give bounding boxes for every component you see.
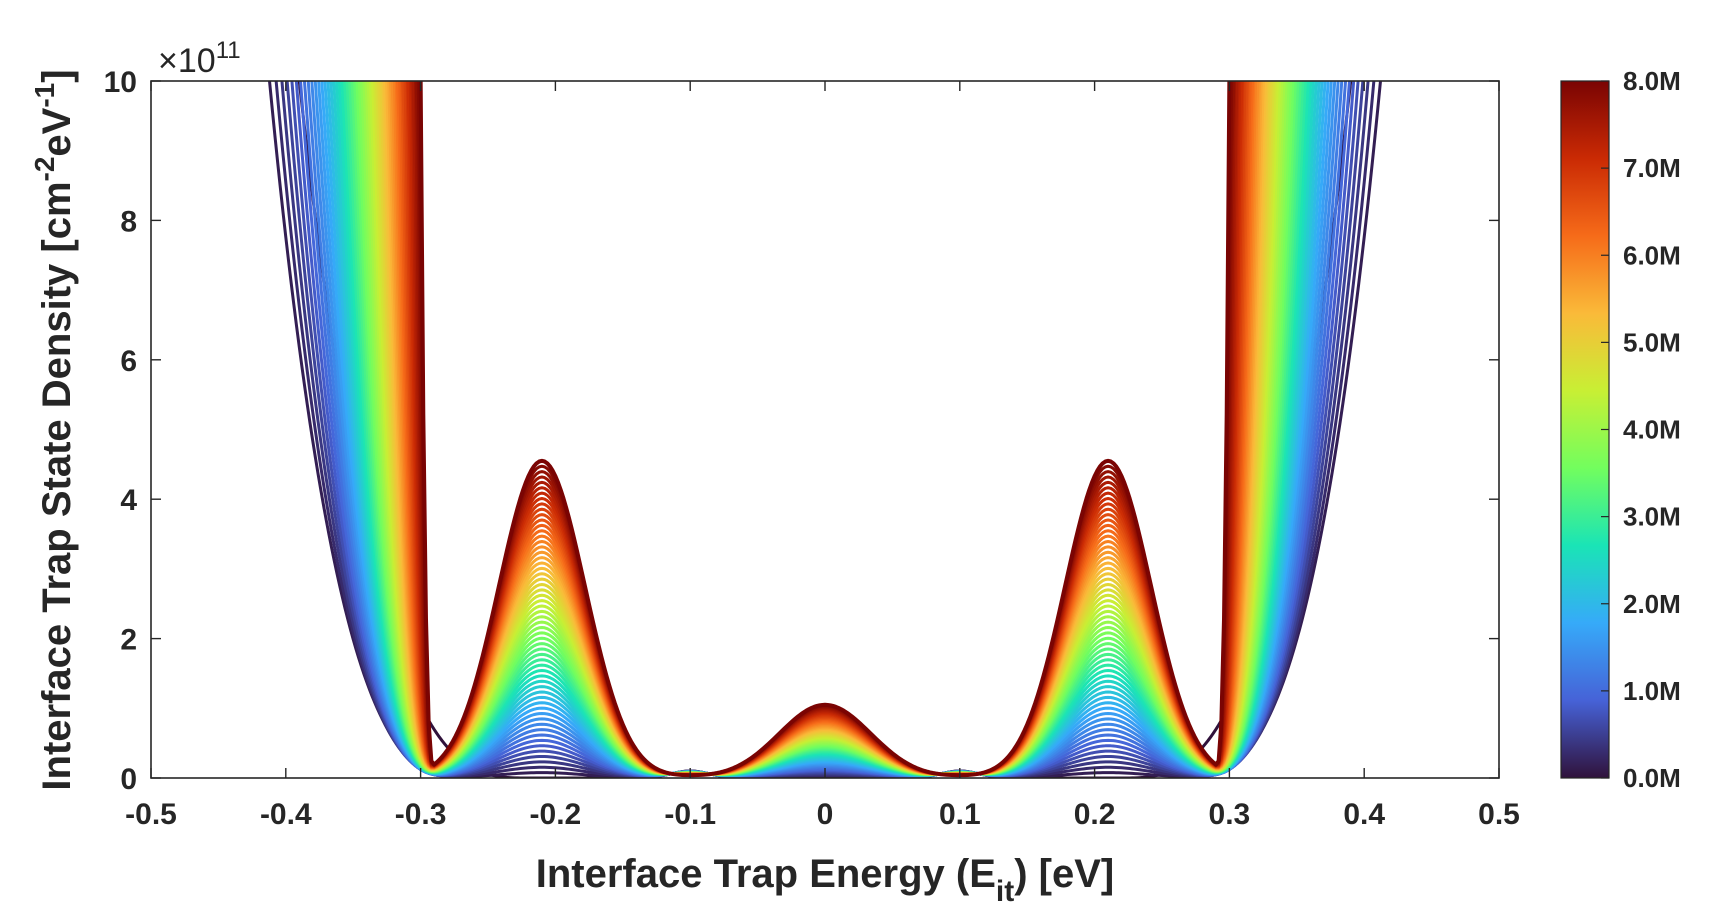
colorbar-tick-label: 8.0M (1623, 66, 1681, 96)
x-tick-label: -0.1 (664, 798, 716, 831)
colorbar-tick-label: 1.0M (1623, 676, 1681, 706)
colorbar-tick-label: 3.0M (1623, 502, 1681, 532)
colorbar-tick-label: 2.0M (1623, 589, 1681, 619)
x-tick-label: 0.1 (939, 798, 981, 831)
y-axis-title: Interface Trap State Density [cm-2eV-1] (29, 69, 79, 790)
colorbar-tick-label: 0.0M (1623, 763, 1681, 793)
x-ticks: -0.5 -0.4 -0.3 -0.2 -0.1 0 0.1 0.2 0.3 0.4 0.5 (125, 81, 1520, 831)
y-tick-label: 0 (120, 763, 137, 796)
y-tick-label: 8 (120, 205, 137, 238)
x-tick-label: 0.3 (1209, 798, 1251, 831)
x-tick-label: -0.2 (530, 798, 582, 831)
colorbar-ticks: 0.0M 1.0M 2.0M 3.0M 4.0M 5.0M 6.0M 7.0M 8.0M (1601, 66, 1681, 793)
y-tick-label: 4 (120, 484, 137, 517)
x-tick-label: -0.4 (260, 798, 312, 831)
y-multiplier: ×1011 (158, 37, 241, 80)
colorbar-tick-label: 4.0M (1623, 415, 1681, 445)
colorbar-tick-label: 6.0M (1623, 240, 1681, 270)
x-axis-title: Interface Trap Energy (Eit) [eV] (536, 852, 1114, 908)
series-line (418, 81, 1232, 778)
y-tick-label: 10 (104, 66, 137, 99)
x-tick-label: 0 (817, 798, 834, 831)
colorbar-tick-label: 7.0M (1623, 153, 1681, 183)
y-ticks: 0 2 4 6 8 10 (104, 66, 1499, 796)
colorbar-tick-label: 5.0M (1623, 327, 1681, 357)
x-tick-label: 0.5 (1478, 798, 1520, 831)
x-tick-label: 0.2 (1074, 798, 1116, 831)
y-tick-label: 2 (120, 624, 137, 657)
x-tick-label: 0.4 (1343, 798, 1385, 831)
y-tick-label: 6 (120, 345, 137, 378)
x-tick-label: -0.5 (125, 798, 177, 831)
x-tick-label: -0.3 (395, 798, 447, 831)
